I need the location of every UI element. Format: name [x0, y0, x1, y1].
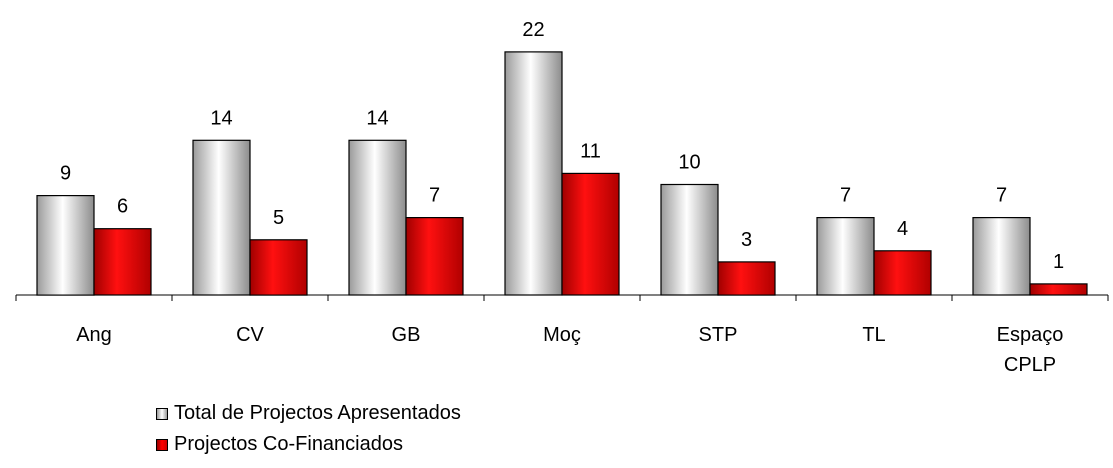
bar-series-1-cat-3 — [561, 172, 620, 296]
value-label-series-1-cat-3: 11 — [580, 140, 601, 162]
x-axis: Ang CV GB Moç STP TL Espaço CPLP — [15, 294, 1109, 376]
bar-series-0-cat-0 — [36, 195, 95, 296]
legend-swatch-total — [156, 407, 168, 420]
value-label-series-0-cat-6: 7 — [996, 185, 1007, 207]
bar-series-1-cat-0 — [93, 228, 152, 296]
bar-series-0-cat-2 — [348, 139, 407, 296]
bar-series-1-cat-6 — [1029, 283, 1088, 296]
value-label-series-1-cat-6: 1 — [1053, 251, 1064, 273]
bar-series-0-cat-1 — [192, 139, 251, 296]
value-label-series-0-cat-1: 14 — [210, 107, 232, 129]
value-label-series-0-cat-4: 10 — [678, 152, 700, 174]
bars-layer — [36, 51, 1088, 296]
category-label: TL — [862, 324, 885, 346]
category-label: GB — [392, 324, 421, 346]
legend-label-total: Total de Projectos Apresentados — [174, 402, 461, 424]
legend: Total de Projectos Apresentados Projecto… — [156, 398, 461, 460]
bar-series-0-cat-5 — [816, 217, 875, 296]
value-label-series-1-cat-2: 7 — [429, 185, 440, 207]
bar-series-1-cat-2 — [405, 217, 464, 296]
legend-item-total: Total de Projectos Apresentados — [156, 398, 461, 429]
value-label-series-1-cat-4: 3 — [741, 229, 752, 251]
value-label-series-1-cat-5: 4 — [897, 218, 908, 240]
category-label: Moç — [543, 324, 581, 346]
bar-series-0-cat-3 — [504, 51, 563, 296]
category-label: Ang — [76, 324, 112, 346]
value-label-series-0-cat-0: 9 — [60, 163, 71, 185]
bar-series-1-cat-1 — [249, 239, 308, 296]
category-label: CV — [236, 324, 264, 346]
category-label: STP — [699, 324, 738, 346]
legend-label-cofinanced: Projectos Co-Financiados — [174, 433, 403, 455]
bar-series-1-cat-4 — [717, 261, 776, 296]
value-labels-layer: 9 14 14 22 10 7 7 6 5 7 11 3 4 1 — [60, 19, 1064, 273]
bar-series-0-cat-6 — [972, 217, 1031, 296]
value-label-series-0-cat-2: 14 — [366, 107, 388, 129]
value-label-series-1-cat-0: 6 — [117, 196, 128, 218]
bar-series-1-cat-5 — [873, 250, 932, 296]
value-label-series-0-cat-3: 22 — [522, 19, 544, 41]
value-label-series-0-cat-5: 7 — [840, 185, 851, 207]
value-label-series-1-cat-1: 5 — [273, 207, 284, 229]
category-label: Espaço CPLP — [997, 324, 1064, 376]
legend-swatch-cofinanced — [156, 438, 168, 451]
legend-item-cofinanced: Projectos Co-Financiados — [156, 429, 461, 460]
bar-series-0-cat-4 — [660, 183, 719, 296]
